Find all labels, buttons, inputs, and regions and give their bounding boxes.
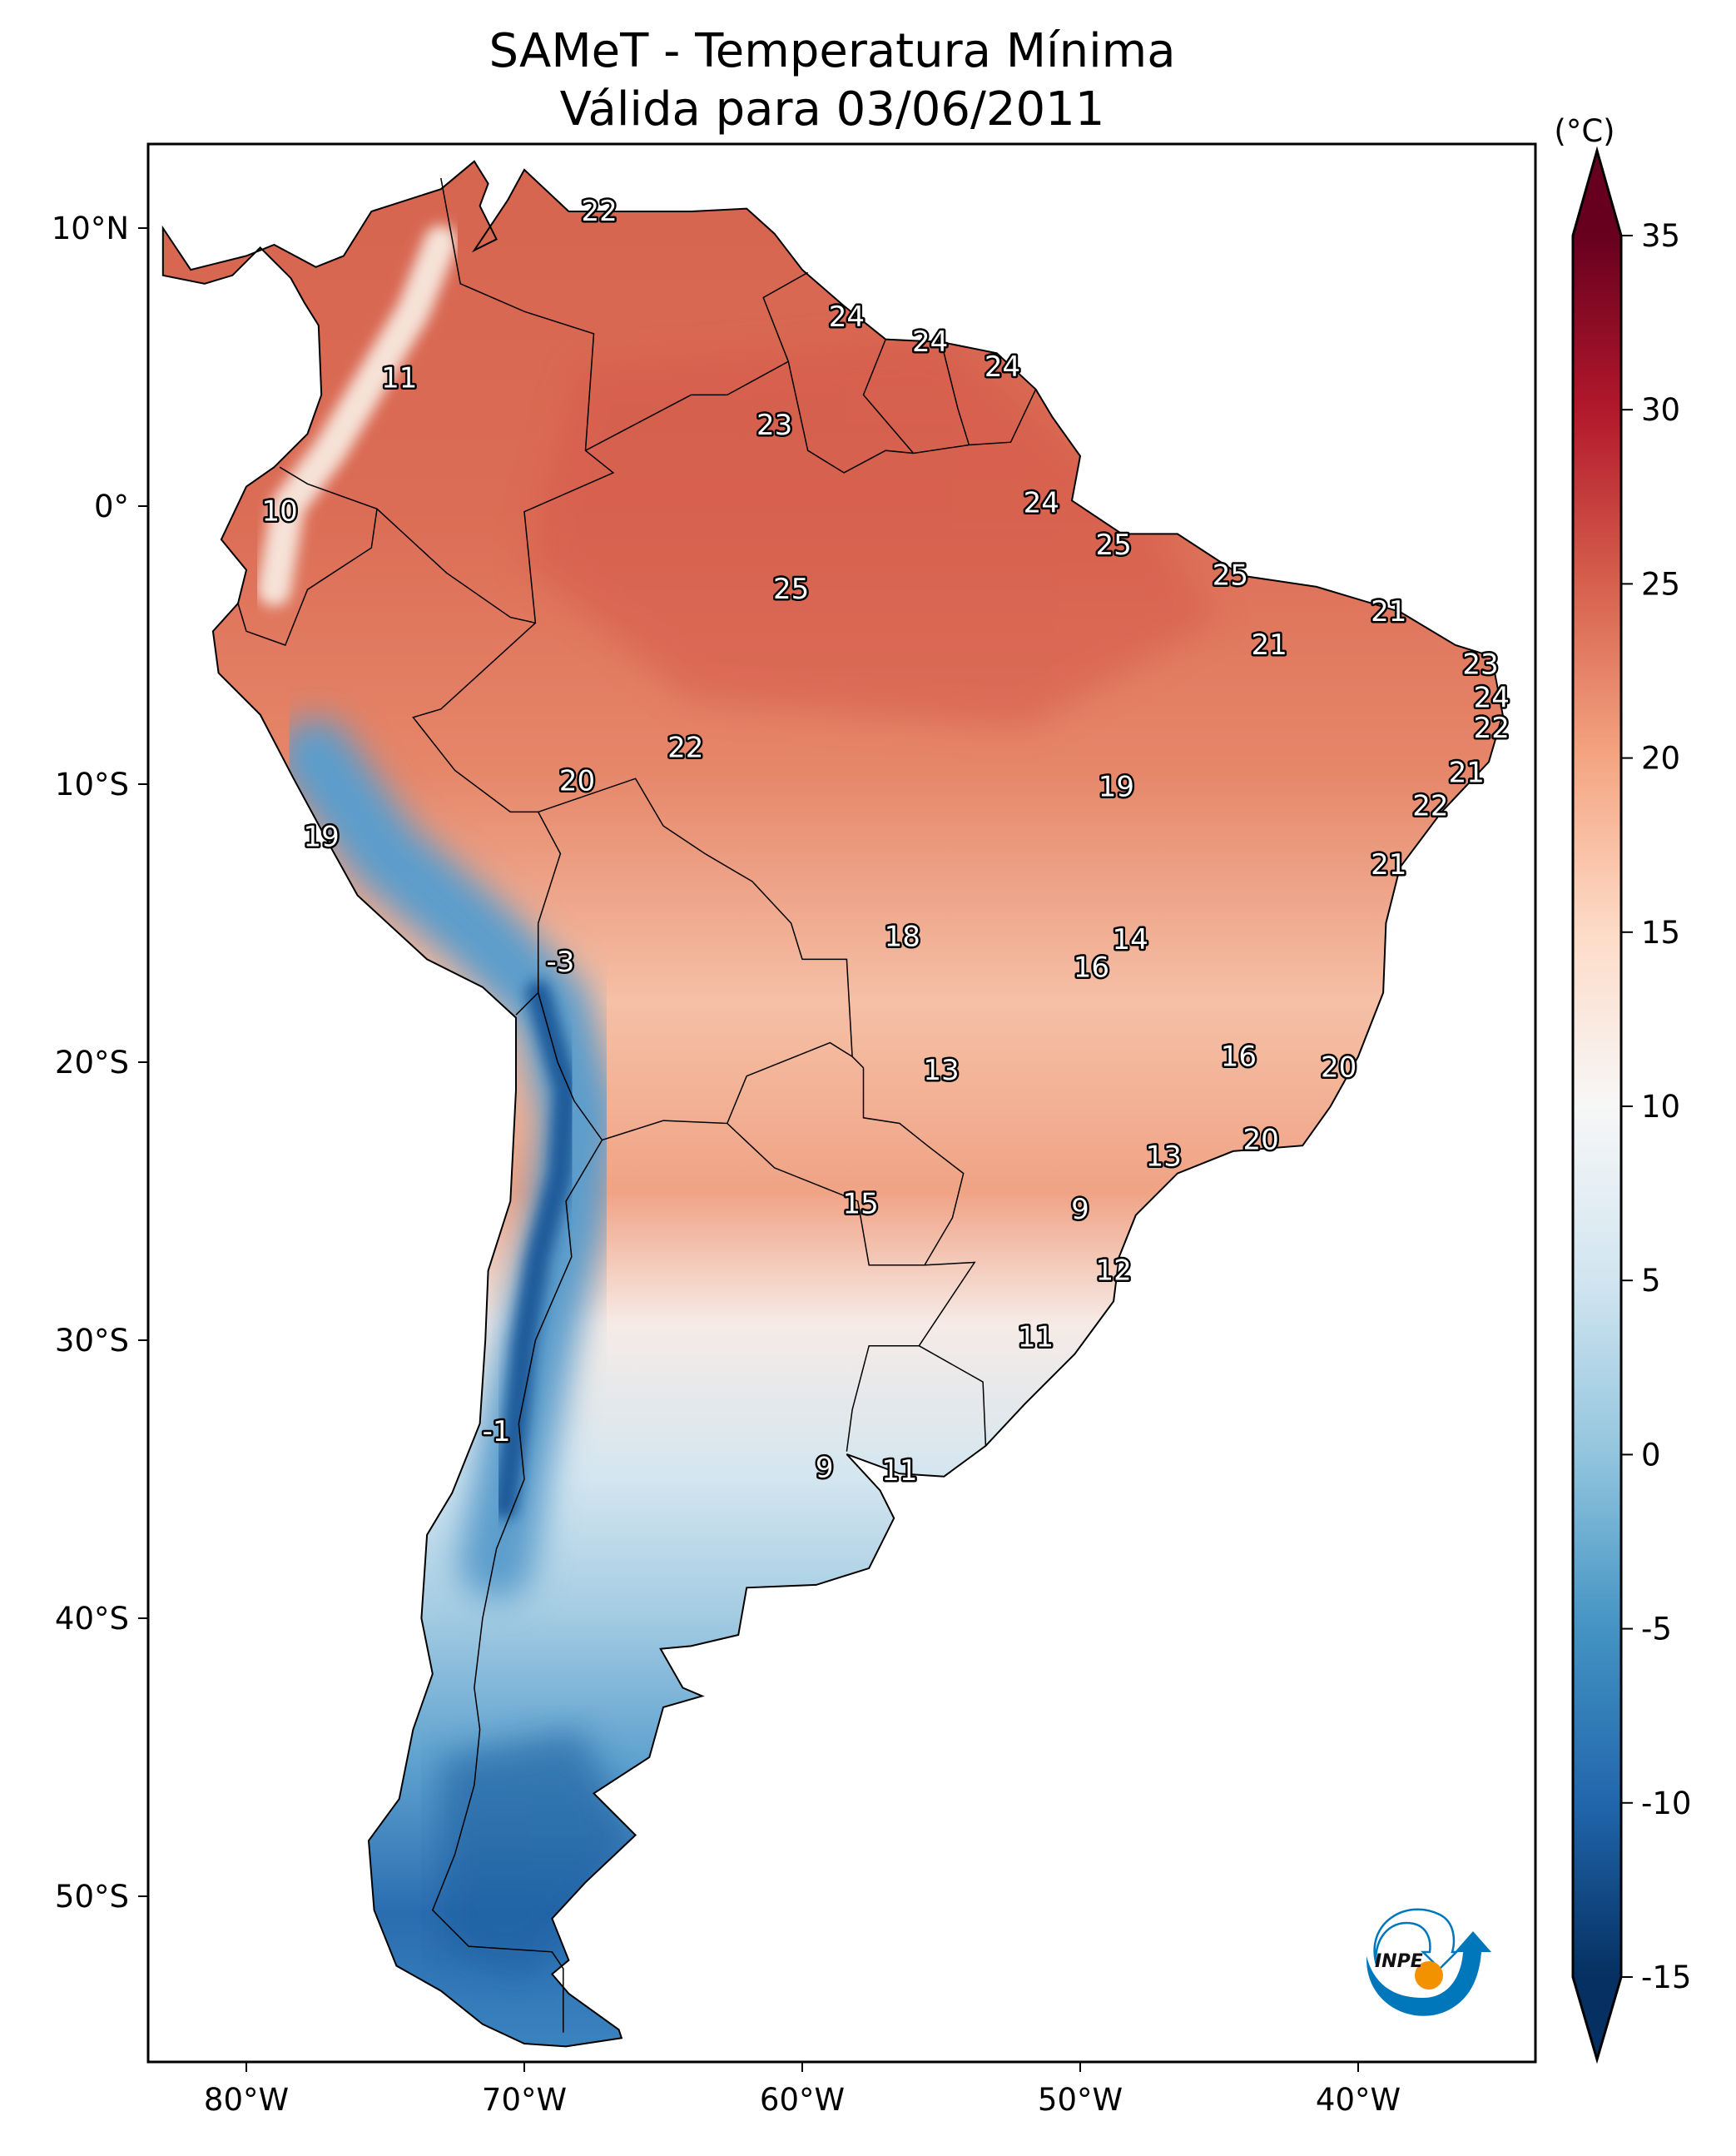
station-label: 24 xyxy=(985,350,1020,384)
station-label: 21 xyxy=(1371,848,1406,882)
station-label: 24 xyxy=(829,301,865,334)
station-label: 9 xyxy=(1071,1193,1089,1226)
lat-tick-label: 20°S xyxy=(55,1045,129,1080)
station-label: 16 xyxy=(1074,951,1109,984)
station-label: 12 xyxy=(1095,1254,1131,1288)
colorbar-tick-label: 30 xyxy=(1641,392,1680,428)
coastline xyxy=(161,160,1504,2048)
colorbar-unit-label: (°C) xyxy=(1554,113,1614,149)
temperature-field xyxy=(162,161,1503,2047)
station-label: 24 xyxy=(1474,681,1510,714)
title-line1: SAMeT - Temperatura Mínima xyxy=(489,24,1175,78)
station-label: 23 xyxy=(1462,648,1498,681)
station-label: 15 xyxy=(843,1187,879,1220)
lat-tick-label: 40°S xyxy=(55,1601,129,1637)
colorbar-tick-label: -5 xyxy=(1641,1612,1672,1647)
lon-tick-label: 70°W xyxy=(482,2082,567,2118)
colorbar-tick-label: 15 xyxy=(1641,915,1680,951)
lon-tick-label: 80°W xyxy=(204,2082,289,2118)
station-label: 10 xyxy=(261,495,297,529)
station-label: 25 xyxy=(1213,559,1248,593)
station-label: 11 xyxy=(1018,1321,1054,1354)
inpe-logo-text: INPE xyxy=(1375,1951,1423,1972)
colorbar: (°C) -15 -10 -5 0 5 10 15 20 25 30 35 xyxy=(1554,113,1691,2064)
station-label: 20 xyxy=(559,765,595,798)
station-label: 25 xyxy=(1095,529,1131,562)
station-label: 21 xyxy=(1251,628,1287,662)
colorbar-tick-label: 25 xyxy=(1641,566,1680,602)
station-label: 22 xyxy=(582,195,618,228)
lat-tick-label: 10°S xyxy=(55,767,129,802)
station-label: 21 xyxy=(1449,757,1485,790)
colorbar-tick-label: 0 xyxy=(1641,1437,1661,1473)
inpe-logo: INPE xyxy=(1366,1908,1491,2016)
country-borders xyxy=(237,177,1037,2033)
amazon-warm-area xyxy=(524,339,1219,729)
colorbar-tick-label: 10 xyxy=(1641,1089,1680,1125)
colorbar-tick-label: -10 xyxy=(1641,1786,1691,1821)
station-label: 23 xyxy=(756,409,792,442)
station-label: 24 xyxy=(1024,487,1059,520)
station-label: 22 xyxy=(667,732,703,765)
lat-tick-label: 0° xyxy=(94,489,129,524)
colorbar-ticks: -15 -10 -5 0 5 10 15 20 25 30 35 xyxy=(1621,218,1691,1995)
lon-tick-label: 50°W xyxy=(1038,2082,1123,2118)
station-label: 22 xyxy=(1474,712,1510,745)
station-label: 9 xyxy=(816,1452,834,1485)
station-label: 24 xyxy=(912,325,948,359)
andes-cold-core xyxy=(492,980,579,1520)
station-label: 22 xyxy=(1412,790,1448,823)
lon-axis: 80°W 70°W 60°W 50°W 40°W xyxy=(204,2062,1401,2118)
patagonia-cold-area xyxy=(440,1729,636,1980)
lat-tick-label: 50°S xyxy=(55,1879,129,1915)
station-label: 13 xyxy=(1146,1140,1182,1174)
station-label: -3 xyxy=(546,946,574,979)
colorbar-tick-label: 20 xyxy=(1641,741,1680,777)
map-frame xyxy=(146,142,1537,2064)
station-label: -1 xyxy=(483,1415,511,1448)
station-label: 13 xyxy=(923,1054,959,1087)
station-label: 19 xyxy=(1099,770,1134,803)
station-label: 20 xyxy=(1321,1051,1357,1085)
colorbar-gradient xyxy=(1571,146,1623,2064)
title-line2: Válida para 03/06/2011 xyxy=(560,82,1105,137)
colorbar-tick-label: 35 xyxy=(1641,218,1680,254)
colorbar-tick-label: -15 xyxy=(1641,1960,1691,1995)
station-label: 18 xyxy=(885,921,920,954)
lat-axis: 10°N 0° 10°S 20°S 30°S 40°S 50°S xyxy=(52,211,148,1915)
station-label: 16 xyxy=(1221,1040,1257,1073)
station-label: 11 xyxy=(381,361,417,395)
station-label: 11 xyxy=(881,1454,917,1488)
station-label: 20 xyxy=(1242,1124,1278,1157)
station-label: 14 xyxy=(1112,923,1148,956)
lat-tick-label: 30°S xyxy=(55,1323,129,1359)
station-label: 19 xyxy=(304,820,340,853)
andes-north-cold-strip xyxy=(257,225,458,607)
lon-tick-label: 60°W xyxy=(760,2082,845,2118)
lat-tick-label: 10°N xyxy=(52,211,129,246)
colorbar-tick-label: 5 xyxy=(1641,1263,1661,1299)
station-label: 25 xyxy=(773,573,809,606)
lon-tick-label: 40°W xyxy=(1316,2082,1401,2118)
station-label: 21 xyxy=(1371,595,1406,628)
